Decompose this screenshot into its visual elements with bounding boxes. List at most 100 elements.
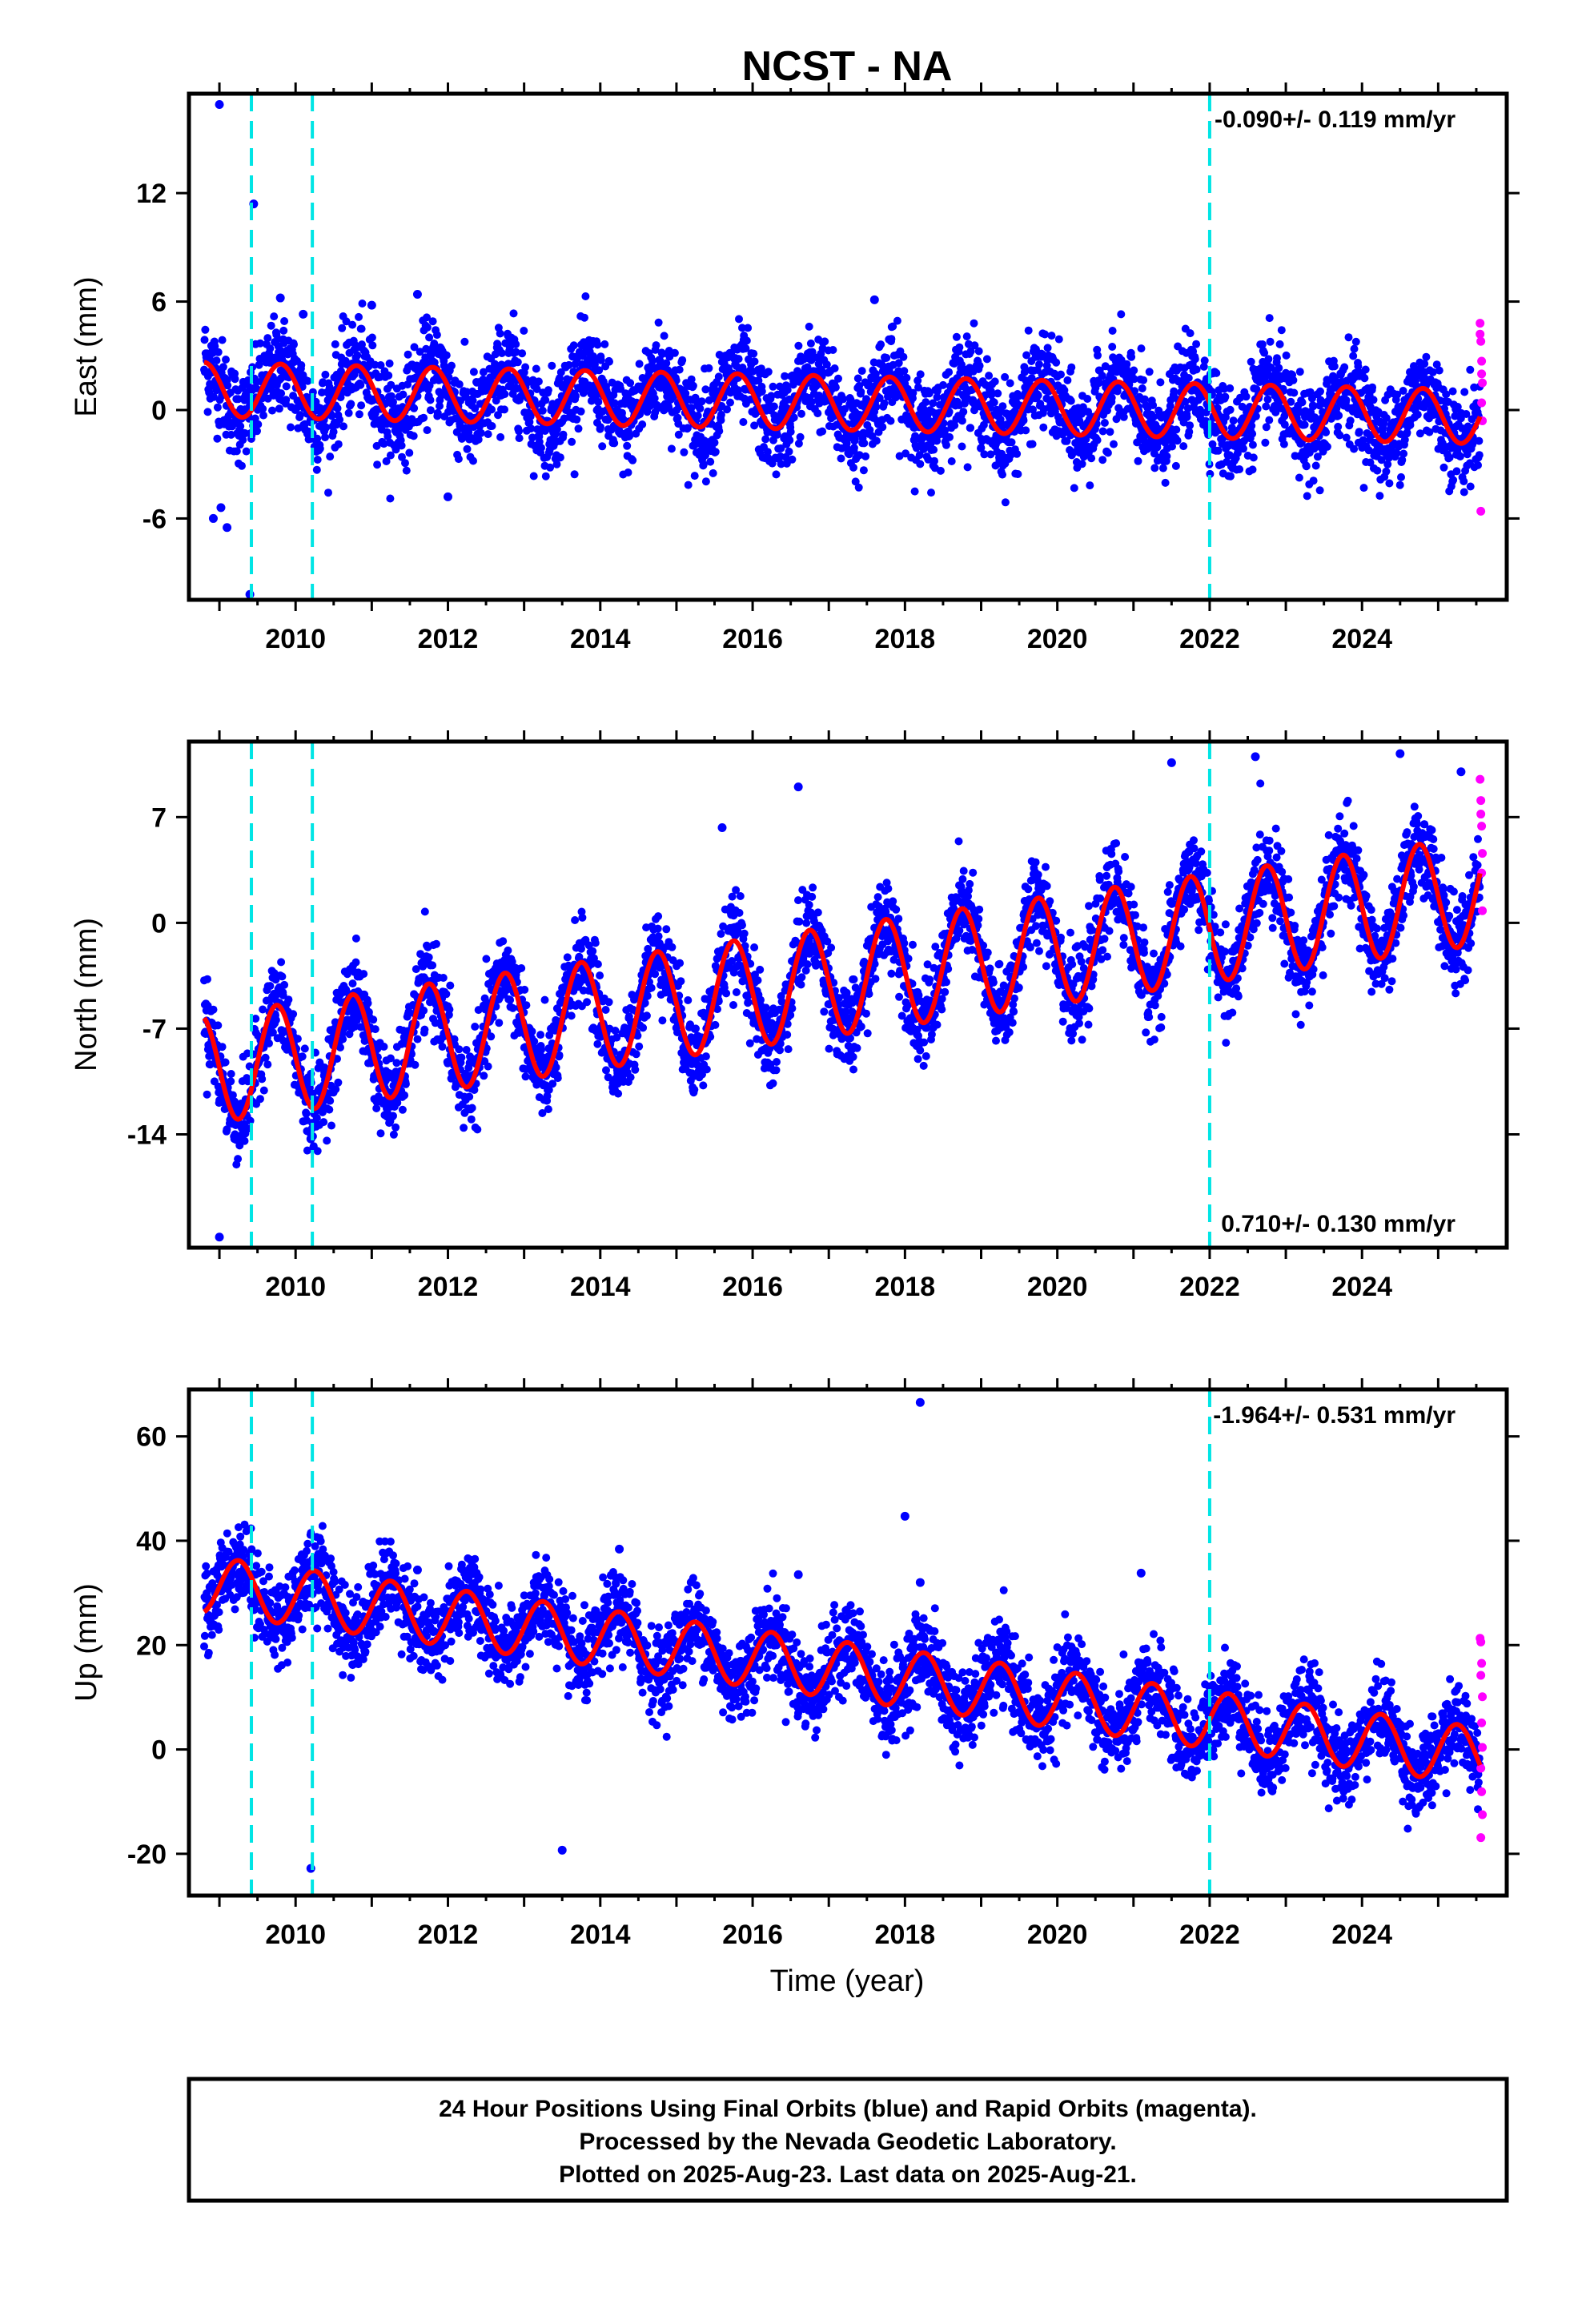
north-obs-point bbox=[626, 1073, 635, 1082]
north-obs-point bbox=[467, 1115, 476, 1124]
east-obs-point bbox=[500, 405, 508, 414]
east-obs-point bbox=[1468, 415, 1476, 424]
east-obs-point bbox=[1108, 343, 1117, 351]
east-obs-point bbox=[1078, 460, 1086, 468]
east-obs-point bbox=[691, 393, 700, 402]
north-obs-point bbox=[268, 1028, 277, 1037]
east-obs-point bbox=[837, 454, 845, 463]
east-obs-point bbox=[794, 439, 803, 448]
east-rapid-point bbox=[1476, 336, 1486, 346]
east-obs-point bbox=[1428, 368, 1437, 376]
east-obs-point bbox=[1130, 366, 1138, 375]
east-obs-point bbox=[807, 397, 816, 406]
east-obs-point bbox=[706, 457, 715, 466]
east-obs-point bbox=[1087, 454, 1096, 463]
east-obs-point bbox=[831, 383, 840, 392]
north-obs-point bbox=[642, 1011, 651, 1020]
east-obs-point bbox=[1103, 448, 1112, 457]
east-outlier-point bbox=[869, 295, 879, 304]
east-obs-point bbox=[772, 470, 781, 479]
east-obs-point bbox=[942, 440, 950, 449]
east-obs-point bbox=[327, 412, 336, 420]
east-obs-point bbox=[1100, 419, 1109, 427]
east-obs-point bbox=[410, 404, 419, 412]
east-obs-point bbox=[1399, 449, 1408, 458]
east-obs-point bbox=[1451, 412, 1460, 420]
east-obs-point bbox=[916, 370, 925, 379]
north-obs-point bbox=[327, 1121, 335, 1130]
north-obs-point bbox=[577, 944, 585, 953]
north-obs-point bbox=[278, 972, 287, 981]
east-obs-point bbox=[763, 448, 772, 456]
east-obs-point bbox=[1323, 442, 1331, 451]
east-obs-point bbox=[1086, 481, 1094, 490]
east-obs-point bbox=[855, 451, 864, 460]
east-obs-point bbox=[788, 455, 797, 464]
north-obs-point bbox=[647, 983, 656, 992]
east-obs-point bbox=[1322, 428, 1331, 436]
east-obs-point bbox=[1225, 451, 1234, 460]
east-obs-point bbox=[1453, 403, 1462, 411]
east-obs-point bbox=[1258, 340, 1267, 348]
north-obs-point bbox=[438, 1043, 447, 1051]
east-obs-point bbox=[723, 405, 731, 414]
north-obs-point bbox=[251, 1015, 260, 1023]
east-obs-point bbox=[654, 318, 663, 327]
east-obs-point bbox=[496, 432, 505, 441]
east-obs-point bbox=[532, 385, 541, 393]
east-obs-point bbox=[277, 389, 286, 398]
east-obs-point bbox=[673, 413, 682, 422]
north-obs-point bbox=[460, 1124, 468, 1132]
east-points-layer bbox=[200, 100, 1488, 599]
north-obs-point bbox=[602, 1066, 610, 1075]
east-obs-point bbox=[333, 404, 342, 412]
north-obs-point bbox=[424, 953, 433, 962]
east-obs-point bbox=[1354, 362, 1363, 371]
east-obs-point bbox=[529, 472, 538, 480]
east-obs-point bbox=[300, 420, 309, 428]
east-obs-point bbox=[1248, 429, 1257, 438]
east-obs-point bbox=[1475, 436, 1484, 445]
east-obs-point bbox=[797, 409, 805, 418]
east-obs-point bbox=[534, 377, 543, 386]
east-obs-point bbox=[385, 359, 394, 368]
east-obs-point bbox=[924, 455, 933, 464]
east-ytick-label: 12 bbox=[136, 179, 167, 209]
east-obs-point bbox=[409, 432, 418, 440]
east-obs-point bbox=[538, 406, 547, 415]
east-obs-point bbox=[785, 447, 793, 456]
east-obs-point bbox=[628, 456, 637, 464]
east-obs-point bbox=[789, 413, 798, 422]
east-obs-point bbox=[1415, 429, 1424, 438]
east-obs-point bbox=[488, 405, 496, 414]
east-outlier-point bbox=[223, 523, 232, 533]
north-obs-point bbox=[593, 1039, 602, 1048]
east-obs-point bbox=[251, 414, 259, 423]
east-obs-point bbox=[287, 423, 295, 432]
east-obs-point bbox=[1001, 372, 1010, 381]
north-obs-point bbox=[420, 907, 429, 916]
north-obs-point bbox=[567, 1011, 576, 1020]
east-obs-point bbox=[479, 368, 488, 376]
east-obs-point bbox=[214, 348, 223, 356]
east-obs-point bbox=[710, 438, 719, 447]
north-obs-point bbox=[319, 1118, 328, 1127]
east-obs-point bbox=[1290, 388, 1299, 397]
east-obs-point bbox=[544, 386, 552, 395]
east-obs-point bbox=[861, 452, 870, 460]
east-obs-point bbox=[334, 440, 343, 448]
east-obs-point bbox=[1373, 466, 1382, 475]
east-obs-point bbox=[1106, 428, 1114, 436]
east-obs-point bbox=[678, 356, 687, 364]
east-obs-point bbox=[834, 374, 842, 383]
east-obs-point bbox=[329, 428, 338, 436]
east-obs-point bbox=[1171, 461, 1180, 470]
east-obs-point bbox=[1422, 352, 1431, 361]
east-obs-point bbox=[594, 397, 603, 406]
north-obs-point bbox=[363, 999, 372, 1007]
east-obs-point bbox=[342, 317, 351, 326]
east-obs-point bbox=[476, 428, 485, 437]
east-obs-point bbox=[1226, 384, 1235, 392]
east-obs-point bbox=[901, 449, 910, 458]
